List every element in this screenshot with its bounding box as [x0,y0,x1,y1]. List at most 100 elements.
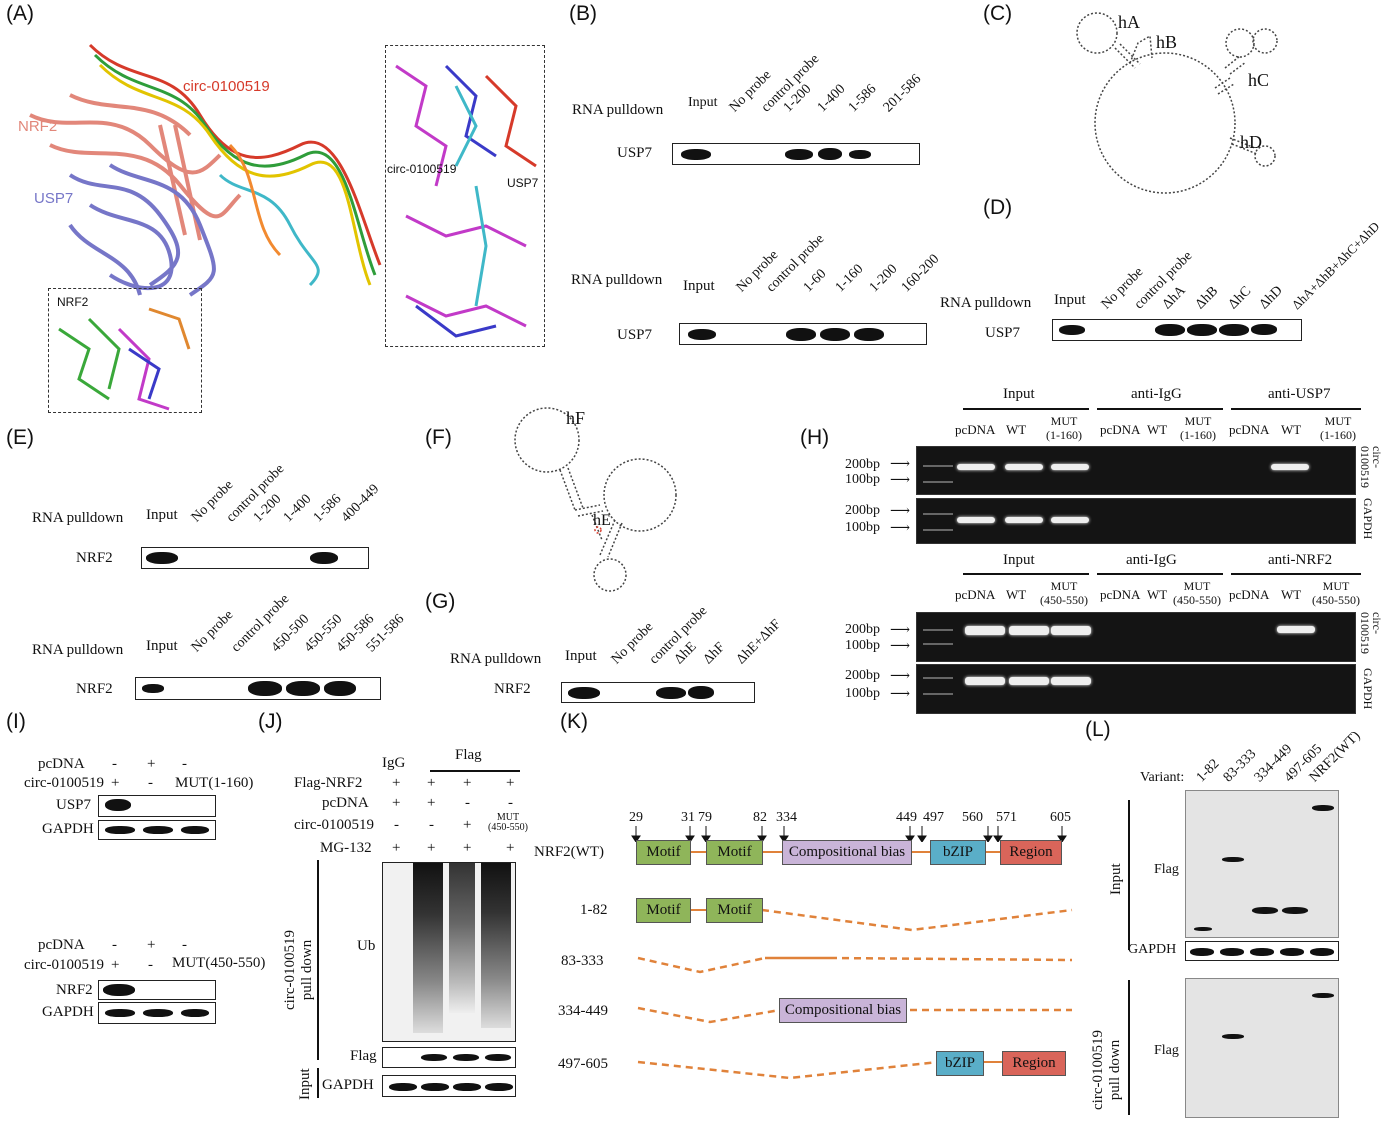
loop-label: hB [1156,32,1178,52]
variant-label: 83-333 [561,953,604,969]
ub-smear-blot [382,862,516,1042]
western-blot [98,820,216,840]
western-blot [135,677,381,700]
lane-label: MUT (450-550) [1040,579,1088,607]
lane-label: MUT (1-160) [1180,414,1216,442]
lane-label: ΔhF [700,639,729,668]
group-underline [1231,408,1361,410]
position-label: 497 [923,810,944,825]
group-underline [1231,573,1361,575]
group-label: IgG [382,755,406,771]
row-label: RNA pulldown [450,651,542,667]
position-label: 79 [698,810,712,825]
rna-secondary-structure [1076,12,1278,194]
variant-label: 1-82 [580,902,608,918]
lane-label: ΔhB [1192,283,1222,313]
group-underline [963,408,1089,410]
row-label: RNA pulldown [940,295,1032,311]
nrf2-label: NRF2 [18,118,58,135]
position-label: 605 [1050,810,1071,825]
inset-sticks-nrf2 [58,307,191,411]
panel-label: (C) [983,2,1013,25]
group-label: anti-IgG [1131,386,1182,402]
panel-label: (K) [560,710,588,733]
lane-label: WT [1281,587,1302,602]
domain-motif: Motif [636,898,691,923]
western-blot [141,547,369,569]
arrow-icon: ⟶ [890,457,911,472]
arrow-icon: ⟶ [890,687,911,702]
panel-label: (J) [258,710,283,733]
sign: + [427,775,436,791]
gel-side-label: circ- 0100519 [1358,446,1384,488]
lane-label: ΔhA+ΔhB+ΔhC+ΔhD [1288,218,1383,313]
lane-label: pcDNA [1100,587,1141,602]
sign: + [506,840,515,856]
lane-label: Input [146,638,178,654]
protein-label: NRF2 [76,550,113,566]
group-label: Input [1003,386,1035,402]
inset-nrf2-binding [48,288,202,413]
row-label: circ-0100519 [24,775,104,791]
western-blot [98,980,216,1000]
domain-compositional-bias: Compositional bias [782,840,912,865]
row-label: RNA pulldown [572,102,664,118]
lane-label: WT [1281,422,1302,437]
lane-label: Input [688,95,718,110]
group-label: anti-IgG [1126,552,1177,568]
inset-circ-label: circ-0100519 [387,162,457,176]
panel-label: (E) [6,426,34,449]
bp-label: 200bp [845,457,880,472]
western-blot [1185,790,1339,938]
rna-secondary-structure [514,407,677,592]
group-underline [1097,408,1223,410]
loop-label: hC [1248,70,1270,90]
lane-label: 1-60 [800,266,830,296]
sign: + [427,840,436,856]
sign: - [148,775,153,791]
panel-label: (A) [6,2,34,25]
blot-label: GAPDH [42,1004,94,1020]
protein-label: USP7 [617,327,653,343]
inset-nrf2-label: NRF2 [57,295,89,309]
bp-label: 100bp [845,472,880,487]
lane-label: ΔhD [1256,283,1286,313]
lane-label: pcDNA [955,587,996,602]
agarose-gel [916,446,1356,495]
loop-label: hD [1240,132,1262,152]
group-label: Flag [455,747,482,763]
sign: - [394,817,399,833]
lane-label: pcDNA [955,422,996,437]
lane-label: Input [683,278,715,294]
side-label: circ-0100519 pull down [282,930,315,1010]
gel-side-label: GAPDH [1361,498,1375,540]
bracket-line [1128,980,1130,1115]
usp7-label: USP7 [34,190,74,207]
western-blot [382,1075,516,1097]
sign: - [112,937,117,953]
bracket-line [317,860,319,1060]
sign: + [392,795,401,811]
sign: + [463,840,472,856]
bp-label: 200bp [845,503,880,518]
arrow-icon: ⟶ [890,639,911,654]
lane-label: 160-200 [898,251,943,296]
lane-label: ΔhC [1225,283,1255,313]
sign: MUT(450-550) [172,955,266,971]
sign: + [392,840,401,856]
arrow-icon: ⟶ [890,504,911,519]
domain-bzip: bZIP [936,1051,984,1076]
sign: + [111,957,120,973]
row-label: pcDNA [322,795,369,811]
row-label: MG-132 [320,840,372,856]
sign: + [392,775,401,791]
sign: - [148,957,153,973]
protein-label: NRF2 [494,681,531,697]
position-label: 449 [896,810,917,825]
blot-label: Flag [1154,862,1179,877]
western-blot [679,323,927,345]
side-label: circ-0100519 pull down [1090,1030,1123,1110]
side-label: Input [1108,863,1124,895]
lane-label: WT [1147,587,1168,602]
position-label: 31 [681,810,695,825]
